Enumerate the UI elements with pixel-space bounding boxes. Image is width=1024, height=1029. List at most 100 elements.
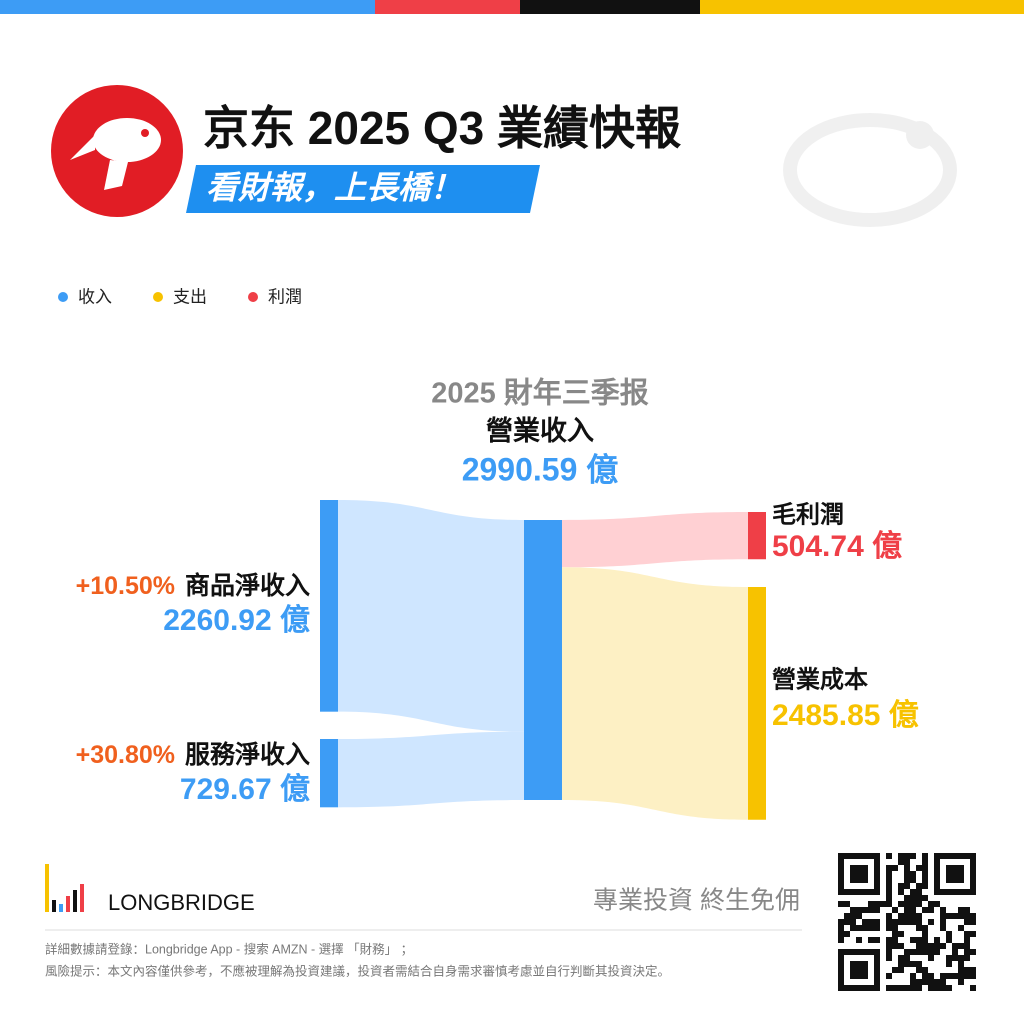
qr-module [916, 895, 922, 901]
qr-module [946, 985, 952, 991]
qr-module [892, 937, 898, 943]
qr-module [916, 961, 922, 967]
qr-module [904, 955, 910, 961]
qr-module [922, 937, 928, 943]
qr-module [910, 961, 916, 967]
node-name: 商品淨收入 [185, 570, 310, 599]
qr-module [910, 895, 916, 901]
qr-module [844, 931, 850, 937]
qr-module [916, 937, 922, 943]
qr-module [916, 889, 922, 895]
qr-module [868, 901, 874, 907]
legend-dot [248, 292, 258, 302]
qr-module [958, 973, 964, 979]
logo-eye [141, 129, 149, 137]
qr-module [910, 913, 916, 919]
qr-module [910, 901, 916, 907]
qr-module [964, 949, 970, 955]
qr-module [868, 925, 874, 931]
qr-module [892, 919, 898, 925]
legend-dot [153, 292, 163, 302]
qr-module [898, 853, 904, 859]
qr-module [904, 883, 910, 889]
qr-module [910, 973, 916, 979]
qr-module [910, 871, 916, 877]
qr-module [928, 943, 934, 949]
qr-module [946, 955, 952, 961]
qr-module [928, 985, 934, 991]
qr-module [928, 955, 934, 961]
legend-label: 收入 [78, 287, 112, 306]
qr-module [922, 907, 928, 913]
qr-module [880, 901, 886, 907]
qr-module [916, 943, 922, 949]
qr-module [964, 955, 970, 961]
qr-module [862, 925, 868, 931]
subtitle-bg [186, 165, 540, 213]
qr-module [904, 877, 910, 883]
qr-module [964, 907, 970, 913]
qr-module [964, 913, 970, 919]
qr-module [916, 925, 922, 931]
qr-module [916, 949, 922, 955]
qr-module [916, 913, 922, 919]
qr-module [874, 919, 880, 925]
qr-module [922, 979, 928, 985]
qr-module [970, 919, 976, 925]
qr-module [844, 901, 850, 907]
qr-module [892, 985, 898, 991]
qr-module [970, 931, 976, 937]
qr-module [922, 895, 928, 901]
qr-module [904, 949, 910, 955]
qr-module [904, 985, 910, 991]
qr-module [946, 937, 952, 943]
qr-module [928, 973, 934, 979]
qr-module [868, 907, 874, 913]
qr-module [922, 967, 928, 973]
qr-module [898, 985, 904, 991]
qr-module [958, 913, 964, 919]
qr-module [928, 907, 934, 913]
qr-module [904, 871, 910, 877]
qr-module [952, 955, 958, 961]
qr-module [916, 883, 922, 889]
qr-module [892, 865, 898, 871]
qr-module [922, 865, 928, 871]
qr-module [970, 913, 976, 919]
qr-module [856, 913, 862, 919]
qr-module [940, 907, 946, 913]
qr-module [922, 973, 928, 979]
node [524, 520, 562, 800]
brand: LONGBRIDGE [108, 890, 255, 915]
qr-module [970, 973, 976, 979]
qr-module [910, 985, 916, 991]
qr-module [856, 937, 862, 943]
node-value: 504.74 億 [772, 530, 902, 563]
qr-module [940, 943, 946, 949]
qr-module [904, 895, 910, 901]
qr-module [952, 973, 958, 979]
subtitle: 看財報，上長橋！ [206, 169, 462, 205]
qr-module [886, 973, 892, 979]
qr-module [904, 907, 910, 913]
qr-module [838, 937, 844, 943]
qr-module [886, 877, 892, 883]
qr-module [958, 925, 964, 931]
qr-module [868, 919, 874, 925]
qr-code [838, 853, 976, 991]
qr-module [898, 943, 904, 949]
qr-module [922, 931, 928, 937]
qr-module [922, 883, 928, 889]
qr-module [922, 925, 928, 931]
qr-module [856, 907, 862, 913]
qr-module [874, 907, 880, 913]
qr-module [910, 919, 916, 925]
qr-module [952, 913, 958, 919]
qr-module [910, 979, 916, 985]
node-value: 2260.92 億 [163, 604, 310, 637]
growth-label: +30.80% [76, 741, 175, 769]
qr-module [958, 955, 964, 961]
brand-logo [45, 864, 84, 912]
qr-module [916, 919, 922, 925]
title: 京东 2025 Q3 業績快報 [203, 102, 681, 154]
